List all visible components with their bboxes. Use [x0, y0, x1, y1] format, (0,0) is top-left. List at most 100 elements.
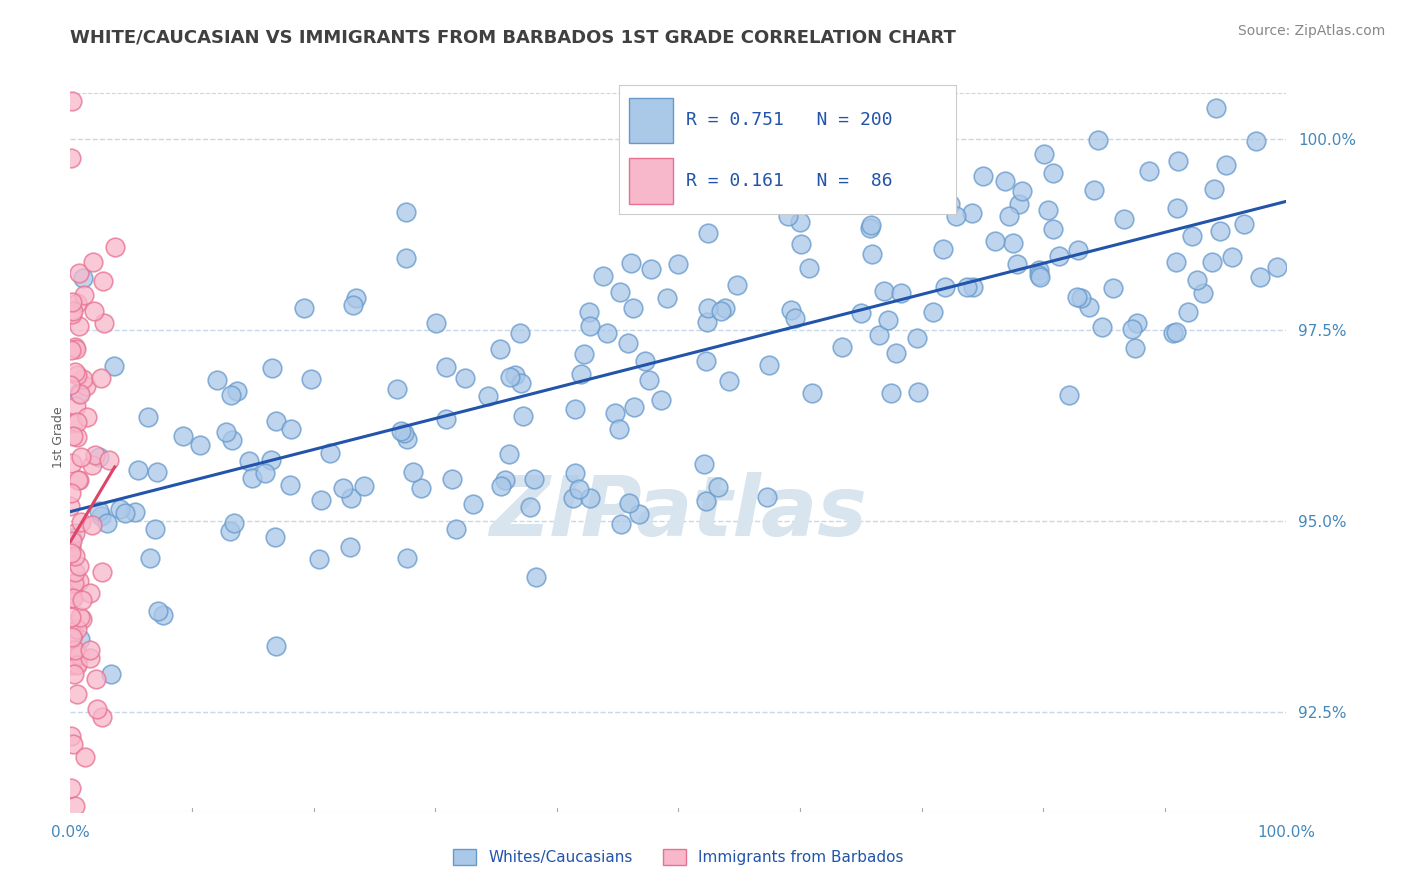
- Point: [69, 387, 91, 401]
- Point: [984, 234, 1007, 248]
- Point: [997, 209, 1019, 223]
- Point: [60, 294, 83, 309]
- Point: [62, 417, 84, 431]
- Point: [1028, 263, 1050, 277]
- Point: [922, 304, 945, 318]
- Point: [610, 516, 633, 531]
- Point: [512, 409, 534, 423]
- Point: [1164, 325, 1187, 339]
- Point: [63, 565, 86, 579]
- Point: [90, 566, 112, 580]
- Point: [260, 360, 283, 375]
- Point: [240, 470, 263, 484]
- Point: [93, 316, 115, 330]
- Point: [218, 524, 240, 539]
- Point: [97, 453, 120, 467]
- Point: [617, 335, 640, 350]
- Point: [1005, 257, 1028, 271]
- Point: [294, 301, 316, 315]
- Point: [1011, 184, 1033, 198]
- Point: [70, 593, 93, 607]
- Point: [696, 315, 718, 329]
- Point: [579, 319, 602, 334]
- Point: [63, 667, 86, 681]
- Point: [114, 506, 136, 520]
- Point: [280, 422, 302, 436]
- Point: [783, 310, 806, 325]
- Point: [945, 209, 967, 223]
- Point: [124, 505, 146, 519]
- Point: [76, 409, 98, 424]
- Point: [62, 582, 84, 596]
- Point: [66, 430, 89, 444]
- Point: [84, 672, 107, 686]
- Point: [1067, 244, 1090, 258]
- Point: [90, 508, 112, 523]
- Point: [62, 591, 84, 606]
- Point: [1244, 134, 1267, 148]
- Point: [1083, 183, 1105, 197]
- Point: [339, 540, 361, 554]
- Point: [332, 481, 354, 495]
- Point: [578, 491, 600, 506]
- Point: [1047, 249, 1070, 263]
- Point: [434, 412, 457, 426]
- Point: [1201, 254, 1223, 268]
- Point: [392, 425, 415, 440]
- Point: [1123, 341, 1146, 355]
- Text: R = 0.751   N = 200: R = 0.751 N = 200: [686, 112, 893, 129]
- Point: [886, 346, 908, 360]
- Point: [75, 379, 97, 393]
- Point: [634, 354, 657, 368]
- Point: [1112, 212, 1135, 227]
- Point: [146, 604, 169, 618]
- Point: [309, 492, 332, 507]
- Point: [73, 288, 96, 302]
- Point: [65, 399, 87, 413]
- Point: [59, 343, 82, 357]
- Point: [1161, 326, 1184, 341]
- Point: [1042, 166, 1064, 180]
- Point: [519, 500, 541, 515]
- Point: [79, 643, 101, 657]
- Point: [67, 648, 90, 662]
- Point: [617, 496, 640, 510]
- Point: [1166, 201, 1188, 215]
- Point: [1177, 304, 1199, 318]
- Point: [956, 279, 979, 293]
- Point: [778, 210, 800, 224]
- Point: [86, 702, 108, 716]
- Point: [344, 291, 367, 305]
- Point: [385, 382, 408, 396]
- Point: [62, 304, 84, 318]
- Point: [666, 257, 689, 271]
- Point: [860, 218, 883, 232]
- Point: [65, 368, 87, 383]
- Point: [79, 651, 101, 665]
- Point: [60, 307, 83, 321]
- Point: [89, 450, 111, 465]
- Point: [509, 376, 531, 391]
- Point: [799, 260, 821, 275]
- Point: [264, 529, 287, 543]
- Point: [962, 280, 984, 294]
- Point: [1087, 133, 1109, 147]
- Point: [1001, 236, 1024, 251]
- Point: [80, 517, 103, 532]
- Point: [319, 445, 342, 459]
- Point: [83, 304, 105, 318]
- Point: [425, 316, 447, 330]
- Point: [1164, 255, 1187, 269]
- Point: [60, 780, 83, 795]
- Point: [96, 516, 118, 530]
- Point: [172, 429, 194, 443]
- Point: [67, 473, 90, 487]
- Point: [90, 371, 112, 385]
- Point: [66, 622, 89, 636]
- Point: [67, 574, 90, 588]
- Point: [441, 471, 464, 485]
- Point: [188, 438, 211, 452]
- Bar: [628, 159, 672, 203]
- Point: [499, 370, 522, 384]
- Point: [873, 284, 896, 298]
